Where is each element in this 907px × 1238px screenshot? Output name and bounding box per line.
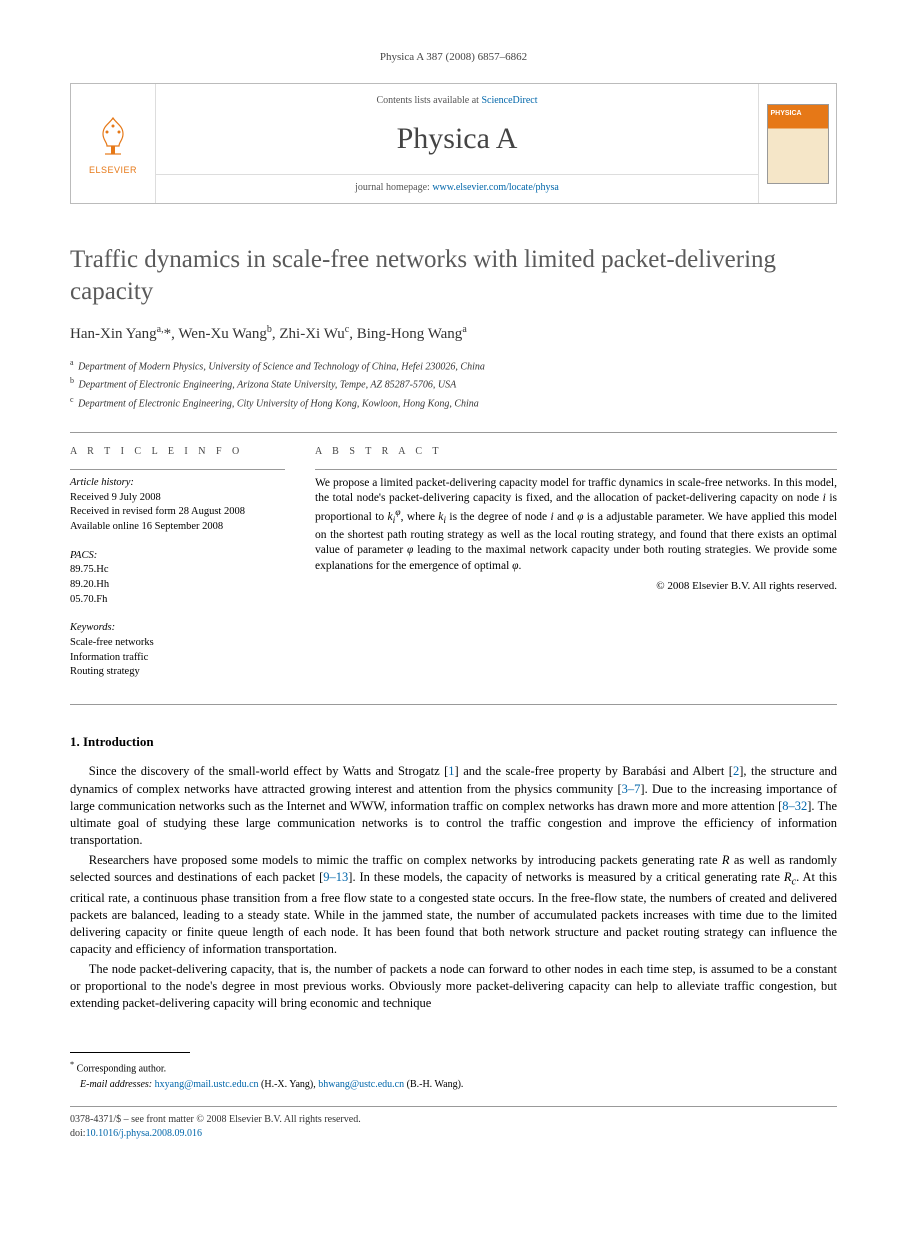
journal-reference: Physica A 387 (2008) 6857–6862 [70,50,837,65]
abstract-copyright: © 2008 Elsevier B.V. All rights reserved… [315,579,837,594]
divider-top [70,432,837,433]
intro-para-3: The node packet-delivering capacity, tha… [70,961,837,1013]
homepage-url[interactable]: www.elsevier.com/locate/physa [432,182,559,193]
affiliation-line: c Department of Electronic Engineering, … [70,394,837,412]
abstract-column: A B S T R A C T We propose a limited pac… [315,445,837,694]
keywords-block: Keywords: Scale-free networks Informatio… [70,621,285,680]
email-link-2[interactable]: bhwang@ustc.edu.cn [318,1079,404,1090]
bottom-separator [70,1106,837,1107]
abstract-heading: A B S T R A C T [315,445,837,459]
intro-para-1: Since the discovery of the small-world e… [70,763,837,849]
contents-prefix: Contents lists available at [376,95,481,106]
email-who-2: (B.-H. Wang). [407,1079,464,1090]
corresponding-author-note: * Corresponding author. [70,1059,837,1076]
issn-line: 0378-4371/$ – see front matter © 2008 El… [70,1113,837,1127]
history-line: Received in revised form 28 August 2008 [70,505,285,520]
publisher-logo-block: ELSEVIER [71,84,156,203]
article-info-column: A R T I C L E I N F O Article history: R… [70,445,285,694]
affiliations: a Department of Modern Physics, Universi… [70,357,837,412]
pacs-line: 05.70.Fh [70,593,285,608]
header-center: Contents lists available at ScienceDirec… [156,84,758,203]
keyword-line: Information traffic [70,651,285,666]
footnote-block: * Corresponding author. E-mail addresses… [70,1059,837,1091]
history-line: Available online 16 September 2008 [70,520,285,535]
keyword-line: Scale-free networks [70,636,285,651]
contents-available-line: Contents lists available at ScienceDirec… [376,94,537,108]
doi-link[interactable]: 10.1016/j.physa.2008.09.016 [86,1128,202,1139]
paper-title: Traffic dynamics in scale-free networks … [70,244,837,307]
abstract-divider [315,469,837,470]
cover-thumbnail-block [758,84,836,203]
sciencedirect-link[interactable]: ScienceDirect [481,95,537,106]
pacs-block: PACS: 89.75.Hc 89.20.Hh 05.70.Fh [70,549,285,608]
email-who-1: (H.-X. Yang), [261,1079,316,1090]
divider-bottom [70,704,837,705]
pacs-line: 89.20.Hh [70,578,285,593]
affiliation-line: b Department of Electronic Engineering, … [70,375,837,393]
authors-line: Han-Xin Yanga,*, Wen-Xu Wangb, Zhi-Xi Wu… [70,323,837,345]
pacs-line: 89.75.Hc [70,563,285,578]
bottom-info: 0378-4371/$ – see front matter © 2008 El… [70,1113,837,1141]
publisher-name: ELSEVIER [89,164,137,177]
elsevier-tree-icon [89,112,137,160]
email-link-1[interactable]: hxyang@mail.ustc.edu.cn [155,1079,259,1090]
journal-title: Physica A [397,118,518,160]
keyword-line: Routing strategy [70,665,285,680]
info-abstract-row: A R T I C L E I N F O Article history: R… [70,445,837,694]
homepage-line: journal homepage: www.elsevier.com/locat… [156,174,758,195]
affiliation-line: a Department of Modern Physics, Universi… [70,357,837,375]
article-history-block: Article history: Received 9 July 2008 Re… [70,476,285,535]
doi-line: doi:10.1016/j.physa.2008.09.016 [70,1127,837,1141]
intro-para-2: Researchers have proposed some models to… [70,852,837,959]
doi-label: doi: [70,1128,86,1139]
section-1-heading: 1. Introduction [70,733,837,751]
journal-cover-icon [767,104,829,184]
info-divider-1 [70,469,285,470]
corresponding-label: Corresponding author. [77,1064,166,1075]
pacs-label: PACS: [70,549,285,564]
journal-header: ELSEVIER Contents lists available at Sci… [70,83,837,204]
article-info-heading: A R T I C L E I N F O [70,445,285,459]
keywords-label: Keywords: [70,621,285,636]
footnote-separator [70,1052,190,1053]
abstract-text: We propose a limited packet-delivering c… [315,476,837,575]
history-label: Article history: [70,476,285,491]
email-label: E-mail addresses: [80,1079,152,1090]
email-line: E-mail addresses: hxyang@mail.ustc.edu.c… [70,1077,837,1092]
homepage-prefix: journal homepage: [355,182,432,193]
history-line: Received 9 July 2008 [70,491,285,506]
